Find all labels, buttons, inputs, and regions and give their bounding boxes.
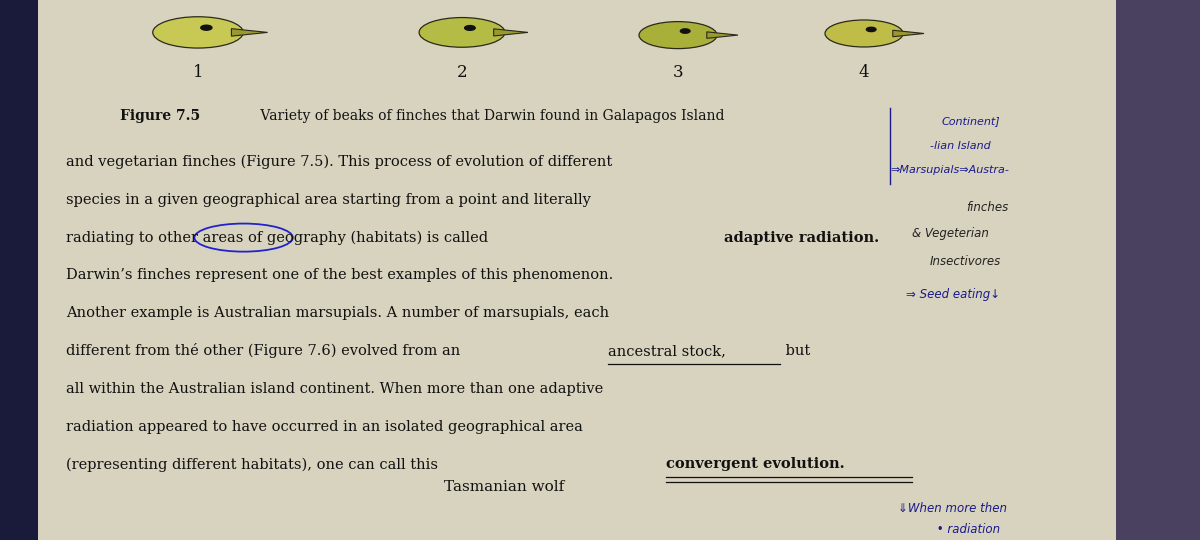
- Polygon shape: [707, 32, 738, 38]
- Text: ancestral stock,: ancestral stock,: [608, 344, 726, 358]
- Text: different from thé other (Figure 7.6) evolved from an: different from thé other (Figure 7.6) ev…: [66, 343, 464, 359]
- Text: Continent]: Continent]: [942, 117, 1001, 126]
- FancyBboxPatch shape: [1116, 0, 1200, 540]
- Ellipse shape: [152, 17, 244, 48]
- Text: species in a given geographical area starting from a point and literally: species in a given geographical area sta…: [66, 193, 590, 207]
- Text: ⇓When more then: ⇓When more then: [898, 502, 1007, 515]
- Circle shape: [680, 29, 690, 33]
- Text: but: but: [781, 344, 810, 358]
- Circle shape: [200, 25, 212, 30]
- Circle shape: [464, 25, 475, 30]
- Text: and vegetarian finches (Figure 7.5). This process of evolution of different: and vegetarian finches (Figure 7.5). Thi…: [66, 155, 612, 169]
- Text: Tasmanian wolf: Tasmanian wolf: [444, 480, 564, 494]
- Text: adaptive radiation.: adaptive radiation.: [724, 231, 878, 245]
- Text: • radiation: • radiation: [918, 523, 1000, 536]
- Text: finches: finches: [966, 201, 1008, 214]
- Text: & Vegeterian: & Vegeterian: [912, 227, 989, 240]
- Text: Insectivores: Insectivores: [930, 255, 1001, 268]
- Text: Variety of beaks of finches that Darwin found in Galapagos Island: Variety of beaks of finches that Darwin …: [256, 109, 724, 123]
- Text: 4: 4: [859, 64, 869, 82]
- Text: Another example is Australian marsupials. A number of marsupials, each: Another example is Australian marsupials…: [66, 306, 610, 320]
- Polygon shape: [893, 30, 924, 37]
- Text: ⇒ Seed eating↓: ⇒ Seed eating↓: [906, 288, 1000, 301]
- Circle shape: [866, 28, 876, 32]
- Text: 1: 1: [193, 64, 203, 82]
- Text: 2: 2: [457, 64, 467, 82]
- Ellipse shape: [826, 20, 904, 47]
- FancyBboxPatch shape: [0, 0, 38, 540]
- Ellipse shape: [638, 22, 716, 49]
- Polygon shape: [232, 29, 268, 36]
- Text: radiation appeared to have occurred in an isolated geographical area: radiation appeared to have occurred in a…: [66, 420, 583, 434]
- Text: Figure 7.5: Figure 7.5: [120, 109, 200, 123]
- Polygon shape: [493, 29, 528, 36]
- Text: 3: 3: [673, 64, 683, 82]
- Text: Darwin’s finches represent one of the best examples of this phenomenon.: Darwin’s finches represent one of the be…: [66, 268, 613, 282]
- Ellipse shape: [419, 18, 505, 48]
- Text: ⇒Marsupials⇒Austra-: ⇒Marsupials⇒Austra-: [890, 165, 1009, 175]
- Text: all within the Australian island continent. When more than one adaptive: all within the Australian island contine…: [66, 382, 604, 396]
- Text: convergent evolution.: convergent evolution.: [666, 457, 845, 471]
- Text: (representing different habitats), one can call this: (representing different habitats), one c…: [66, 457, 443, 471]
- Text: radiating to other areas of geography (habitats) is called: radiating to other areas of geography (h…: [66, 231, 493, 245]
- Text: -lian Island: -lian Island: [930, 141, 991, 151]
